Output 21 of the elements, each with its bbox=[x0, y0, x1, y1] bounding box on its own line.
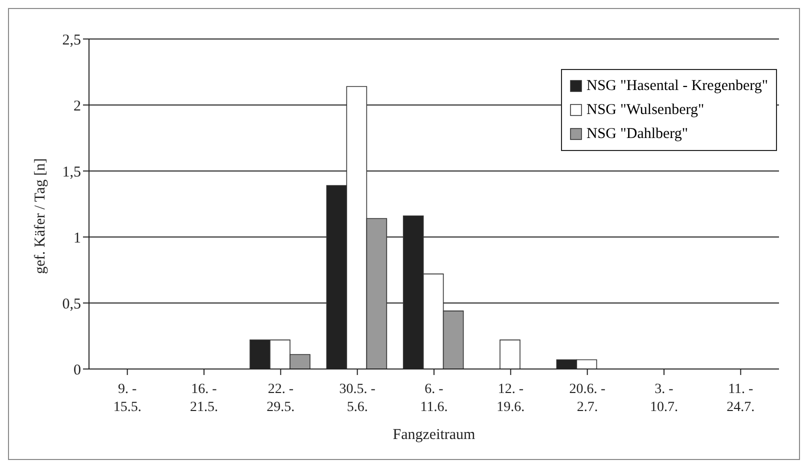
x-tick-label: 30.5. - 5.6. bbox=[339, 382, 376, 415]
x-tick-label: 20.6. - 2.7. bbox=[569, 382, 606, 415]
legend-label: NSG "Hasental - Kregenberg" bbox=[586, 77, 768, 96]
legend-label: NSG "Dahlberg" bbox=[586, 125, 688, 144]
x-tick-label: 6. - 11.6. bbox=[420, 382, 448, 415]
y-tick-label: 0,5 bbox=[62, 296, 81, 312]
x-tick-label: 16. - 21.5. bbox=[190, 382, 218, 415]
y-tick-label: 0 bbox=[74, 362, 81, 378]
x-tick-label: 11. - 24.7. bbox=[726, 382, 755, 415]
y-tick-label: 2,5 bbox=[62, 32, 81, 48]
bar bbox=[500, 340, 520, 369]
x-tick-label: 9. - 15.5. bbox=[113, 382, 142, 415]
x-axis-title: Fangzeitraum bbox=[392, 427, 476, 443]
y-tick-label: 1,5 bbox=[62, 164, 81, 180]
x-tick-label: 3. - 10.7. bbox=[650, 382, 678, 415]
x-tick-label: 12. - 19.6. bbox=[496, 382, 525, 415]
y-axis-title: gef. Käfer / Tag [n] bbox=[32, 158, 48, 274]
legend-label: NSG "Wulsenberg" bbox=[586, 101, 704, 120]
x-tick-label: 22. - 29.5. bbox=[266, 382, 295, 415]
y-tick-label: 1 bbox=[74, 230, 81, 246]
y-tick-label: 2 bbox=[74, 98, 81, 114]
